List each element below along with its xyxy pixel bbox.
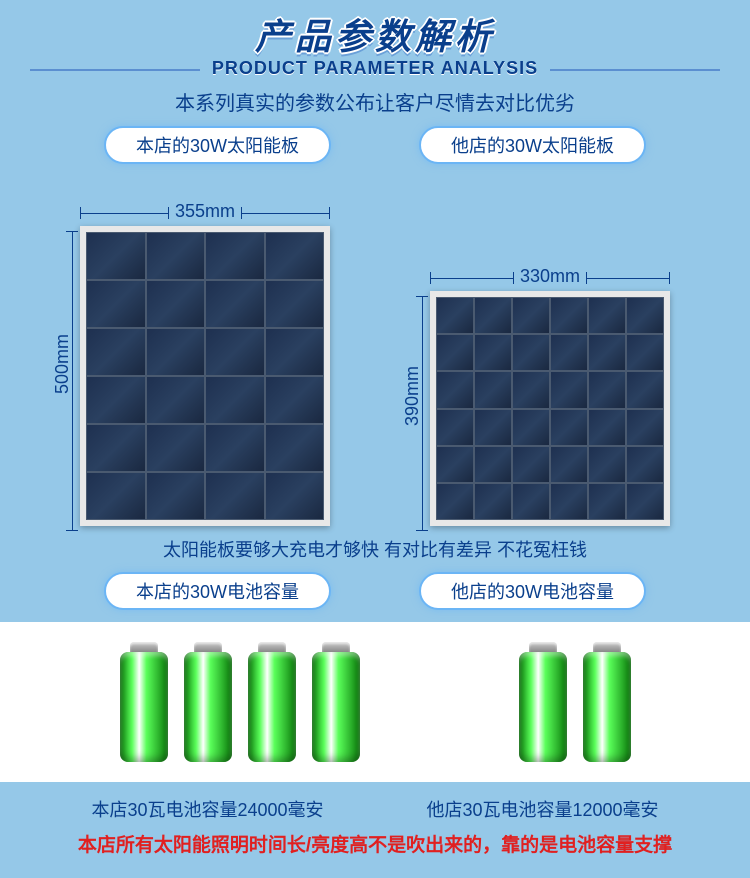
solar-cell [146,232,206,280]
battery-icon [184,642,232,762]
solar-cell [474,297,512,334]
mid-text: 太阳能板要够大充电才够快 有对比有差异 不花冤枉钱 [0,536,750,562]
solar-cell [626,483,664,520]
solar-cell [205,280,265,328]
solar-cell [205,376,265,424]
solar-cell [86,232,146,280]
solar-cell [550,409,588,446]
solar-cell [588,371,626,408]
solar-cell [512,483,550,520]
their-batteries [519,642,631,762]
solar-cell [146,376,206,424]
solar-cell [265,424,325,472]
battery-icon [120,642,168,762]
solar-cell [550,297,588,334]
badge-their-battery: 他店的30W电池容量 [419,572,646,610]
solar-cell [550,446,588,483]
solar-cell [86,472,146,520]
footer-text: 本店所有太阳能照明时间长/亮度高不是吹出来的，靠的是电池容量支撑 [0,830,750,857]
solar-cell [588,483,626,520]
solar-cell [512,334,550,371]
solar-cell [265,472,325,520]
solar-cell [86,376,146,424]
caption-theirs: 他店30瓦电池容量12000毫安 [426,796,658,822]
header: 产品参数解析 PRODUCT PARAMETER ANALYSIS [0,0,750,79]
captions-row: 本店30瓦电池容量24000毫安 他店30瓦电池容量12000毫安 [40,796,710,822]
solar-cell [474,446,512,483]
solar-cell [436,297,474,334]
solar-cell [626,297,664,334]
subtitle: 本系列真实的参数公布让客户尽情去对比优劣 [0,87,750,116]
their-panel-width-label: 330mm [520,266,580,291]
solar-cell [512,371,550,408]
our-batteries [120,642,360,762]
solar-cell [474,371,512,408]
solar-cell [146,280,206,328]
solar-cell [626,446,664,483]
solar-cell [265,280,325,328]
solar-cell [205,424,265,472]
battery-icon [519,642,567,762]
caption-ours: 本店30瓦电池容量24000毫安 [91,796,323,822]
our-panel-height-label: 500mm [52,333,73,393]
their-solar-panel [430,291,670,526]
solar-cell [474,334,512,371]
solar-cell [474,483,512,520]
solar-cell [86,280,146,328]
solar-cell [146,472,206,520]
solar-cell [626,409,664,446]
solar-cell [512,409,550,446]
badge-their-panel: 他店的30W太阳能板 [419,126,646,164]
battery-badges-row: 本店的30W电池容量 他店的30W电池容量 [60,572,690,610]
their-panel-block: 330mm 390mm [430,266,670,526]
solar-cell [550,334,588,371]
solar-cell [474,409,512,446]
solar-cell [550,371,588,408]
title-en: PRODUCT PARAMETER ANALYSIS [0,58,750,79]
solar-cell [265,232,325,280]
solar-cell [205,328,265,376]
battery-section [0,622,750,782]
solar-cell [436,334,474,371]
solar-cell [265,376,325,424]
solar-cell [588,409,626,446]
solar-cell [588,297,626,334]
solar-cell [550,483,588,520]
solar-cell [86,424,146,472]
solar-cell [436,409,474,446]
solar-cell [436,446,474,483]
battery-icon [248,642,296,762]
solar-cell [626,334,664,371]
solar-cell [146,424,206,472]
solar-cell [512,297,550,334]
badge-our-battery: 本店的30W电池容量 [104,572,331,610]
solar-cell [588,334,626,371]
title-cn: 产品参数解析 [0,8,750,60]
solar-cell [588,446,626,483]
battery-icon [583,642,631,762]
battery-icon [312,642,360,762]
solar-cell [265,328,325,376]
solar-cell [146,328,206,376]
our-panel-width-label: 355mm [175,201,235,226]
solar-cell [86,328,146,376]
their-panel-height-label: 390mm [402,366,423,426]
panels-row: 355mm 500mm 330mm 390mm [30,176,720,526]
badge-our-panel: 本店的30W太阳能板 [104,126,331,164]
panel-badges-row: 本店的30W太阳能板 他店的30W太阳能板 [60,126,690,164]
our-panel-block: 355mm 500mm [80,201,330,526]
solar-cell [626,371,664,408]
solar-cell [205,472,265,520]
solar-cell [436,483,474,520]
solar-cell [205,232,265,280]
solar-cell [436,371,474,408]
our-solar-panel [80,226,330,526]
solar-cell [512,446,550,483]
